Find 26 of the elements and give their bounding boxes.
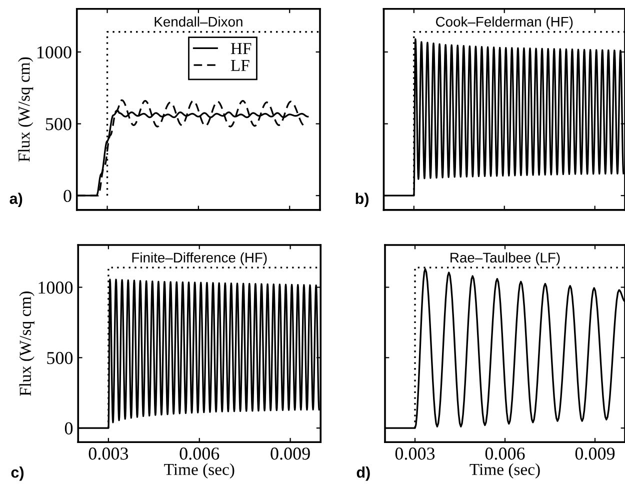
y-tick-label: 500 <box>46 118 72 130</box>
x-tick-label: 0.006 <box>180 448 220 460</box>
legend-label: LF <box>230 60 250 71</box>
text: c) <box>11 466 24 481</box>
x-tick-label: 0.003 <box>395 448 435 460</box>
x-axis-title: Time (sec) <box>470 463 540 478</box>
text: Cook–Felderman (HF) <box>436 16 573 30</box>
chart-title: Kendall–Dixon <box>154 16 242 27</box>
chart-title: Finite–Difference (HF) <box>132 252 267 266</box>
text: d) <box>356 466 370 481</box>
y-tick-label: 500 <box>47 352 73 364</box>
text: a) <box>10 192 22 208</box>
y-axis-title: Flux (W/sq cm) <box>19 292 34 396</box>
legend-label: HF <box>230 43 252 54</box>
text: b) <box>356 192 368 208</box>
y-tick-label: 0 <box>64 190 72 202</box>
x-axis-title: Time (sec) <box>164 463 234 478</box>
y-axis-title: Flux (W/sq cm) <box>18 57 34 162</box>
y-tick-label: 1000 <box>37 46 72 58</box>
chart-title: Rae–Taulbee (LF) <box>450 252 560 266</box>
x-tick-label: 0.009 <box>575 448 615 460</box>
x-tick-label: 0.006 <box>485 448 525 460</box>
y-tick-label: 1000 <box>38 282 73 294</box>
y-tick-label: 0 <box>64 422 73 434</box>
x-tick-label: 0.009 <box>270 448 310 460</box>
x-tick-label: 0.003 <box>88 448 128 460</box>
